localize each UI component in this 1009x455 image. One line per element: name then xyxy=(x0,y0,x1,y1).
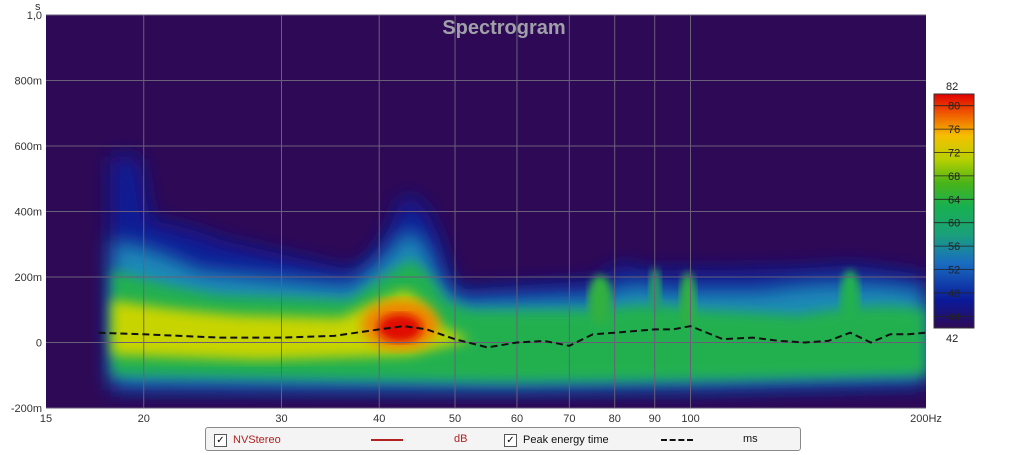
y-tick-label: 0 xyxy=(36,338,42,350)
colorbar-tick-label: 76 xyxy=(948,124,960,136)
legend-unit-peak-energy-time: ms xyxy=(743,433,758,445)
colorbar-tick-label: 52 xyxy=(948,265,960,277)
x-tick-label: 50 xyxy=(449,413,461,425)
colorbar-tick-label: 80 xyxy=(948,101,960,113)
y-axis-ticks: 1,0 800m 600m 400m 200m 0 -200m xyxy=(11,10,42,415)
y-tick-label: 600m xyxy=(14,141,42,153)
colorbar-min-label: 42 xyxy=(946,333,958,345)
colorbar-tick-label: 48 xyxy=(948,288,960,300)
checkbox-nvstereo[interactable]: ✓ xyxy=(214,433,227,447)
x-tick-label: 70 xyxy=(563,413,575,425)
colorbar-tick-label: 56 xyxy=(948,241,960,253)
legend-item-nvstereo[interactable]: ✓ NVStereo xyxy=(214,432,281,448)
x-tick-label: 90 xyxy=(649,413,661,425)
x-tick-label: 80 xyxy=(609,413,621,425)
peak-energy-time-line xyxy=(98,325,926,349)
heatmap-layer xyxy=(110,155,926,390)
x-tick-label: 30 xyxy=(275,413,287,425)
colorbar-tick-label: 44 xyxy=(948,311,960,323)
colorbar-tick-label: 68 xyxy=(948,171,960,183)
legend: ✓ NVStereo dB ✓ Peak energy time ms xyxy=(205,427,801,451)
legend-swatch-nvstereo xyxy=(371,439,403,441)
legend-name-peak-energy-time: Peak energy time xyxy=(523,434,609,446)
x-tick-label: 20 xyxy=(138,413,150,425)
y-tick-label: 800m xyxy=(14,76,42,88)
x-tick-label: 200Hz xyxy=(910,413,942,425)
x-tick-label: 15 xyxy=(40,413,52,425)
y-tick-label: 400m xyxy=(14,207,42,219)
colorbar-tick-label: 72 xyxy=(948,148,960,160)
y-tick-label: 1,0 xyxy=(27,10,42,22)
x-tick-label: 60 xyxy=(511,413,523,425)
legend-name-nvstereo: NVStereo xyxy=(233,434,281,446)
colorbar-max-label: 82 xyxy=(946,81,958,93)
y-tick-label: 200m xyxy=(14,272,42,284)
colorbar-tick-label: 60 xyxy=(948,218,960,230)
chart-title: Spectrogram xyxy=(442,17,565,39)
x-axis-ticks: 15 20 30 40 50 60 70 80 90 100 200Hz xyxy=(40,413,942,425)
colorbar-tick-label: 64 xyxy=(948,194,960,206)
colorbar-ticks: 44 48 52 56 60 64 68 72 76 80 xyxy=(934,101,974,323)
legend-swatch-peak-energy-time xyxy=(661,439,693,441)
y-tick-label: -200m xyxy=(11,403,42,415)
legend-unit-nvstereo: dB xyxy=(454,433,468,445)
x-tick-label: 40 xyxy=(373,413,385,425)
x-tick-label: 100 xyxy=(681,413,699,425)
y-axis-unit: s xyxy=(35,1,41,13)
legend-item-peak-energy-time[interactable]: ✓ Peak energy time xyxy=(504,432,609,448)
colorbar xyxy=(933,93,975,329)
checkbox-peak-energy-time[interactable]: ✓ xyxy=(504,433,517,447)
